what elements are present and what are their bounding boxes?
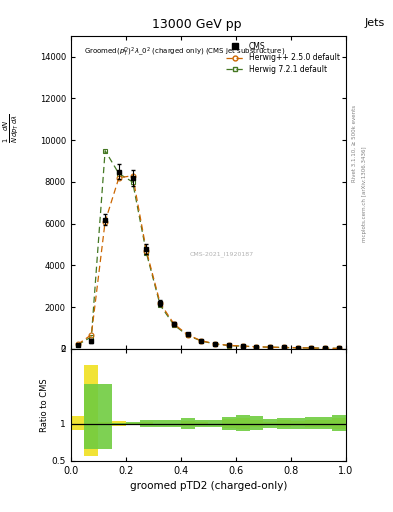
Legend: CMS, Herwig++ 2.5.0 default, Herwig 7.2.1 default: CMS, Herwig++ 2.5.0 default, Herwig 7.2.… [224,39,342,76]
Text: Jets: Jets [365,18,385,28]
Text: 13000 GeV pp: 13000 GeV pp [152,18,241,31]
Text: CMS-2021_I1920187: CMS-2021_I1920187 [190,251,254,257]
Y-axis label: Ratio to CMS: Ratio to CMS [40,378,49,432]
Text: Rivet 3.1.10, ≥ 500k events: Rivet 3.1.10, ≥ 500k events [352,105,357,182]
X-axis label: groomed pTD2 (charged-only): groomed pTD2 (charged-only) [130,481,287,491]
Text: $\frac{1}{N}\frac{dN}{dp_T\,d\lambda}$: $\frac{1}{N}\frac{dN}{dp_T\,d\lambda}$ [2,113,21,143]
Text: Groomed$(p_T^D)^2\lambda\_0^2$ (charged only) (CMS jet substructure): Groomed$(p_T^D)^2\lambda\_0^2$ (charged … [84,45,286,58]
Text: mcplots.cern.ch [arXiv:1306.3436]: mcplots.cern.ch [arXiv:1306.3436] [362,147,367,242]
